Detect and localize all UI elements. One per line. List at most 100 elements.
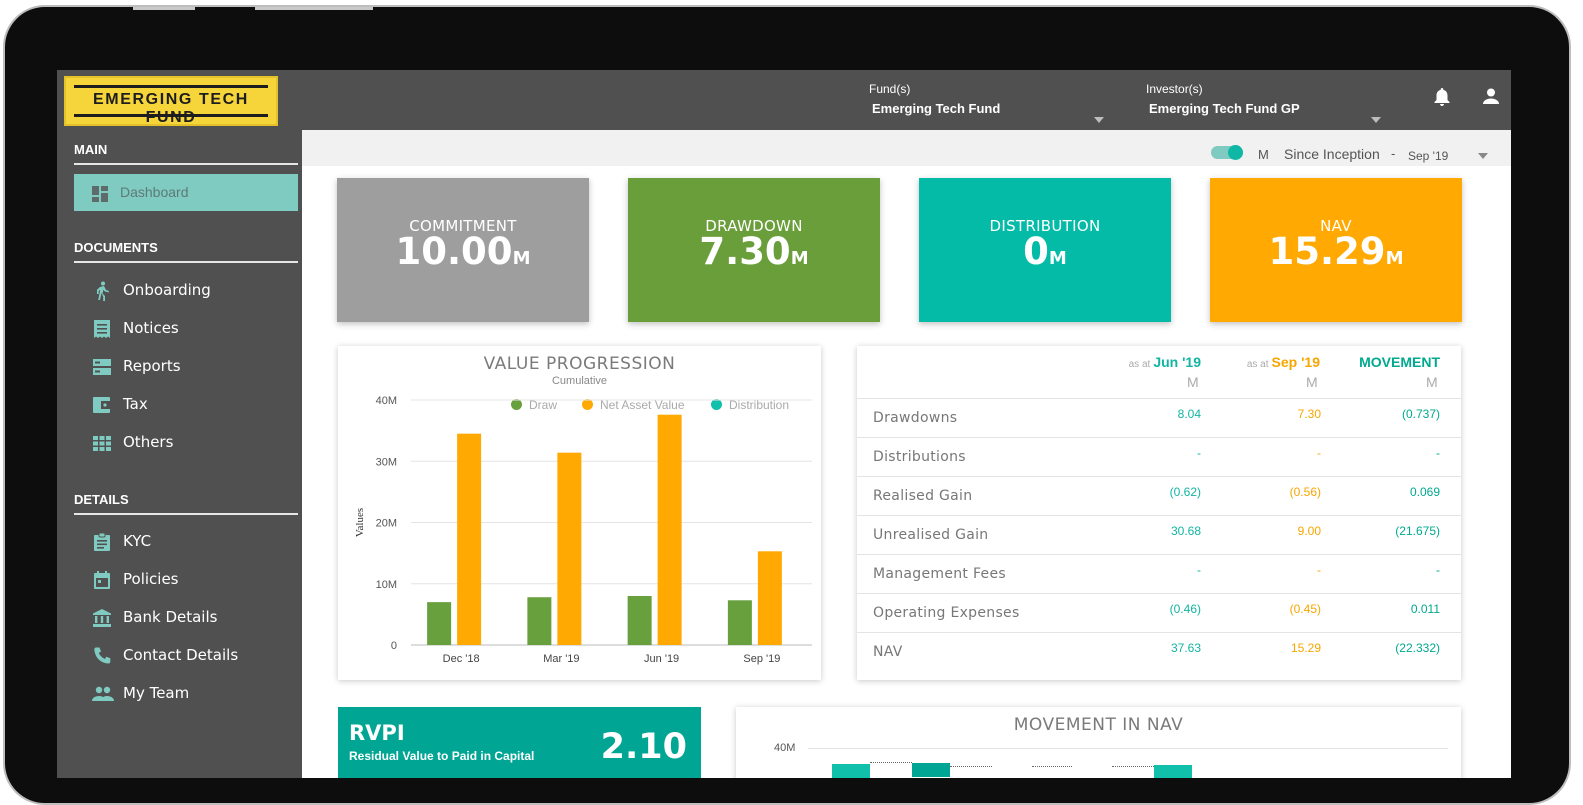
bar-net-asset-value	[457, 433, 482, 645]
sidebar-item-label: Dashboard	[120, 184, 189, 200]
cell-jun: (0.62)	[1169, 485, 1201, 499]
card-value: 7.30M	[699, 230, 809, 273]
fund-logo[interactable]: EMERGING TECH FUND	[64, 76, 278, 126]
legend-draw[interactable]: Draw	[511, 398, 557, 412]
cell-jun: -	[1197, 563, 1201, 577]
cell-movement: 0.011	[1410, 602, 1440, 616]
section-main: MAIN	[74, 142, 298, 165]
sidebar-item-label: Contact Details	[123, 646, 239, 664]
sidebar-item-label: KYC	[123, 532, 152, 550]
clipboard-icon	[92, 532, 112, 552]
table-row: Realised Gain (0.62) (0.56) 0.069	[857, 476, 1461, 515]
chevron-down-icon[interactable]	[1478, 153, 1488, 159]
unit-movement: M	[1426, 374, 1438, 390]
chevron-down-icon	[1094, 117, 1104, 123]
distribution-card[interactable]: DISTRIBUTION 0M	[919, 178, 1171, 322]
rvpi-title: RVPI	[349, 721, 405, 745]
nav-summary-table: as at Jun '19 as at Sep '19 MOVEMENT M M M…	[857, 346, 1461, 680]
sidebar-item-dashboard[interactable]: Dashboard	[74, 174, 298, 211]
period-select[interactable]: Since Inception	[1284, 146, 1380, 162]
investor-selector[interactable]: Investor(s) Emerging Tech Fund GP	[1146, 82, 1382, 126]
sidebar-item-notices[interactable]: Notices	[74, 314, 298, 344]
sidebar-item-label: Reports	[123, 357, 181, 375]
y-tick-label: 40M	[774, 742, 796, 754]
unit-label: M	[1258, 147, 1269, 162]
sidebar-item-reports[interactable]: Reports	[74, 352, 298, 382]
wallet-icon	[92, 395, 112, 415]
dashboard-icon	[92, 186, 108, 207]
sidebar-item-tax[interactable]: Tax	[74, 390, 298, 420]
x-tick-label: Sep '19	[743, 653, 780, 665]
value-progression-panel: VALUE PROGRESSION Cumulative Draw Net As…	[338, 346, 821, 680]
sidebar-item-label: Others	[123, 433, 174, 451]
fund-value: Emerging Tech Fund	[872, 101, 1001, 116]
rvpi-card[interactable]: RVPI Residual Value to Paid in Capital 2…	[338, 707, 701, 778]
investor-caption: Investor(s)	[1146, 82, 1203, 96]
sidebar-item-others[interactable]: Others	[74, 428, 298, 458]
logo-text: EMERGING TECH FUND	[93, 91, 249, 126]
cell-jun: (0.46)	[1169, 602, 1201, 616]
movement-in-nav-panel: MOVEMENT IN NAV 40M	[736, 707, 1461, 778]
movement-bar	[832, 764, 870, 778]
row-label: NAV	[873, 644, 903, 660]
sidebar-item-kyc[interactable]: KYC	[74, 527, 298, 557]
card-title: COMMITMENT	[409, 217, 517, 235]
bar-draw	[727, 600, 752, 645]
unit-jun: M	[1187, 374, 1199, 390]
bell-icon[interactable]	[1433, 87, 1451, 112]
sidebar-item-label: Policies	[123, 570, 179, 588]
grid-line	[808, 748, 1448, 749]
bar-draw	[627, 596, 652, 645]
sidebar-item-label: Notices	[123, 319, 179, 337]
cell-movement: (21.675)	[1395, 524, 1440, 538]
row-label: Distributions	[873, 449, 966, 465]
bank-icon	[92, 608, 112, 628]
connector-line	[870, 762, 912, 763]
user-icon[interactable]	[1482, 88, 1500, 110]
movement-chart-title: MOVEMENT IN NAV	[1013, 715, 1184, 735]
sidebar-item-label: Bank Details	[123, 608, 218, 626]
card-value: 0M	[1023, 230, 1067, 273]
legend-nav[interactable]: Net Asset Value	[582, 398, 685, 412]
sidebar-item-my-team[interactable]: My Team	[74, 679, 298, 709]
sidebar-item-label: Onboarding	[123, 281, 211, 299]
commitment-card[interactable]: COMMITMENT 10.00M	[337, 178, 589, 322]
bar-net-asset-value	[757, 551, 782, 645]
section-documents: DOCUMENTS	[74, 240, 298, 263]
drawdown-card[interactable]: DRAWDOWN 7.30M	[628, 178, 880, 322]
cell-sep: (0.45)	[1289, 602, 1321, 616]
chevron-down-icon	[1371, 117, 1381, 123]
nav-card[interactable]: NAV 15.29M	[1210, 178, 1462, 322]
header-jun: as at Jun '19	[1128, 354, 1201, 370]
fund-selector[interactable]: Fund(s) Emerging Tech Fund	[869, 82, 1105, 126]
row-label: Unrealised Gain	[873, 527, 989, 543]
cell-sep: -	[1317, 446, 1321, 460]
table-row: NAV 37.63 15.29 (22.332)	[857, 632, 1461, 671]
cell-jun: 30.68	[1170, 524, 1201, 538]
x-tick-label: Jun '19	[644, 653, 679, 665]
receipt-icon	[92, 319, 112, 339]
phone-icon	[92, 646, 112, 666]
top-bar: EMERGING TECH FUND Fund(s) Emerging Tech…	[57, 70, 1511, 130]
y-tick-label: 0	[391, 640, 397, 652]
sidebar-item-onboarding[interactable]: Onboarding	[74, 276, 298, 306]
cell-movement: -	[1436, 446, 1440, 460]
cell-sep: (0.56)	[1289, 485, 1321, 499]
storage-icon	[92, 357, 112, 377]
date-select[interactable]: Sep '19	[1408, 149, 1449, 163]
y-tick-label: 20M	[376, 518, 397, 530]
legend-distribution[interactable]: Distribution	[711, 398, 789, 412]
sidebar-item-contact-details[interactable]: Contact Details	[74, 641, 298, 671]
cell-sep: 7.30	[1297, 407, 1321, 421]
rvpi-subtitle: Residual Value to Paid in Capital	[349, 749, 535, 763]
person-walking-icon	[92, 281, 112, 301]
sidebar-item-bank-details[interactable]: Bank Details	[74, 603, 298, 633]
row-label: Management Fees	[873, 566, 1006, 582]
movement-bar	[912, 763, 950, 777]
cell-movement: (0.737)	[1401, 407, 1440, 421]
card-title: DISTRIBUTION	[989, 217, 1101, 235]
section-details: DETAILS	[74, 492, 298, 515]
unit-toggle[interactable]	[1211, 145, 1243, 160]
connector-line	[1112, 766, 1154, 767]
sidebar-item-policies[interactable]: Policies	[74, 565, 298, 595]
